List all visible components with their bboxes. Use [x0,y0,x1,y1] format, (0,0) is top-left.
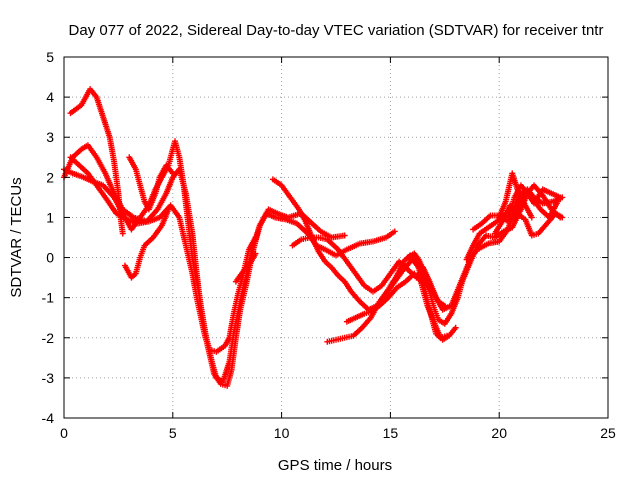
data-point [528,214,535,221]
y-tick-label: 5 [46,49,54,65]
y-tick-labels: -4 -3 -2 -1 0 1 2 3 4 5 [42,49,55,426]
series-track-11 [343,270,450,341]
data-point [557,194,564,201]
y-tick-label: -1 [42,290,55,306]
x-axis-label: GPS time / hours [278,457,392,474]
data-point [252,234,259,241]
y-axis-label: SDTVAR / TECUs [8,177,25,297]
y-tick-label: 3 [46,129,54,145]
data-point [169,170,176,177]
x-tick-label: 0 [60,425,68,441]
data-point [119,230,126,237]
data-point [443,332,450,339]
data-point [391,228,398,235]
data-point [252,250,259,257]
data-point [452,324,459,331]
x-tick-label: 20 [491,425,507,441]
data-point [165,206,172,213]
series-track-7 [232,250,259,285]
chart-title: Day 077 of 2022, Sidereal Day-to-day VTE… [69,22,604,39]
series-track-1 [67,86,126,237]
y-tick-label: -2 [42,330,55,346]
plot-frame [63,56,609,419]
series-track-4 [67,154,259,355]
series-track-12 [404,250,448,309]
y-tick-label: 0 [46,250,54,266]
x-tick-label: 15 [383,425,399,441]
series-track-5 [126,154,176,213]
y-tick-label: 1 [46,209,54,225]
data-point [341,232,348,239]
data-marks [61,86,566,389]
x-tick-labels: 0 5 10 15 20 25 [60,425,616,441]
series-track-6 [121,206,172,281]
axis-ticks [63,56,609,419]
data-point [441,302,448,309]
series-track-15 [491,202,566,239]
x-tick-label: 25 [600,425,616,441]
y-tick-label: -4 [42,410,55,426]
x-tick-label: 5 [169,425,177,441]
x-tick-label: 10 [274,425,290,441]
series-track-16 [496,170,535,221]
y-tick-label: -3 [42,370,55,386]
data-point [559,214,566,221]
y-tick-label: 4 [46,89,54,105]
y-tick-label: 2 [46,169,54,185]
